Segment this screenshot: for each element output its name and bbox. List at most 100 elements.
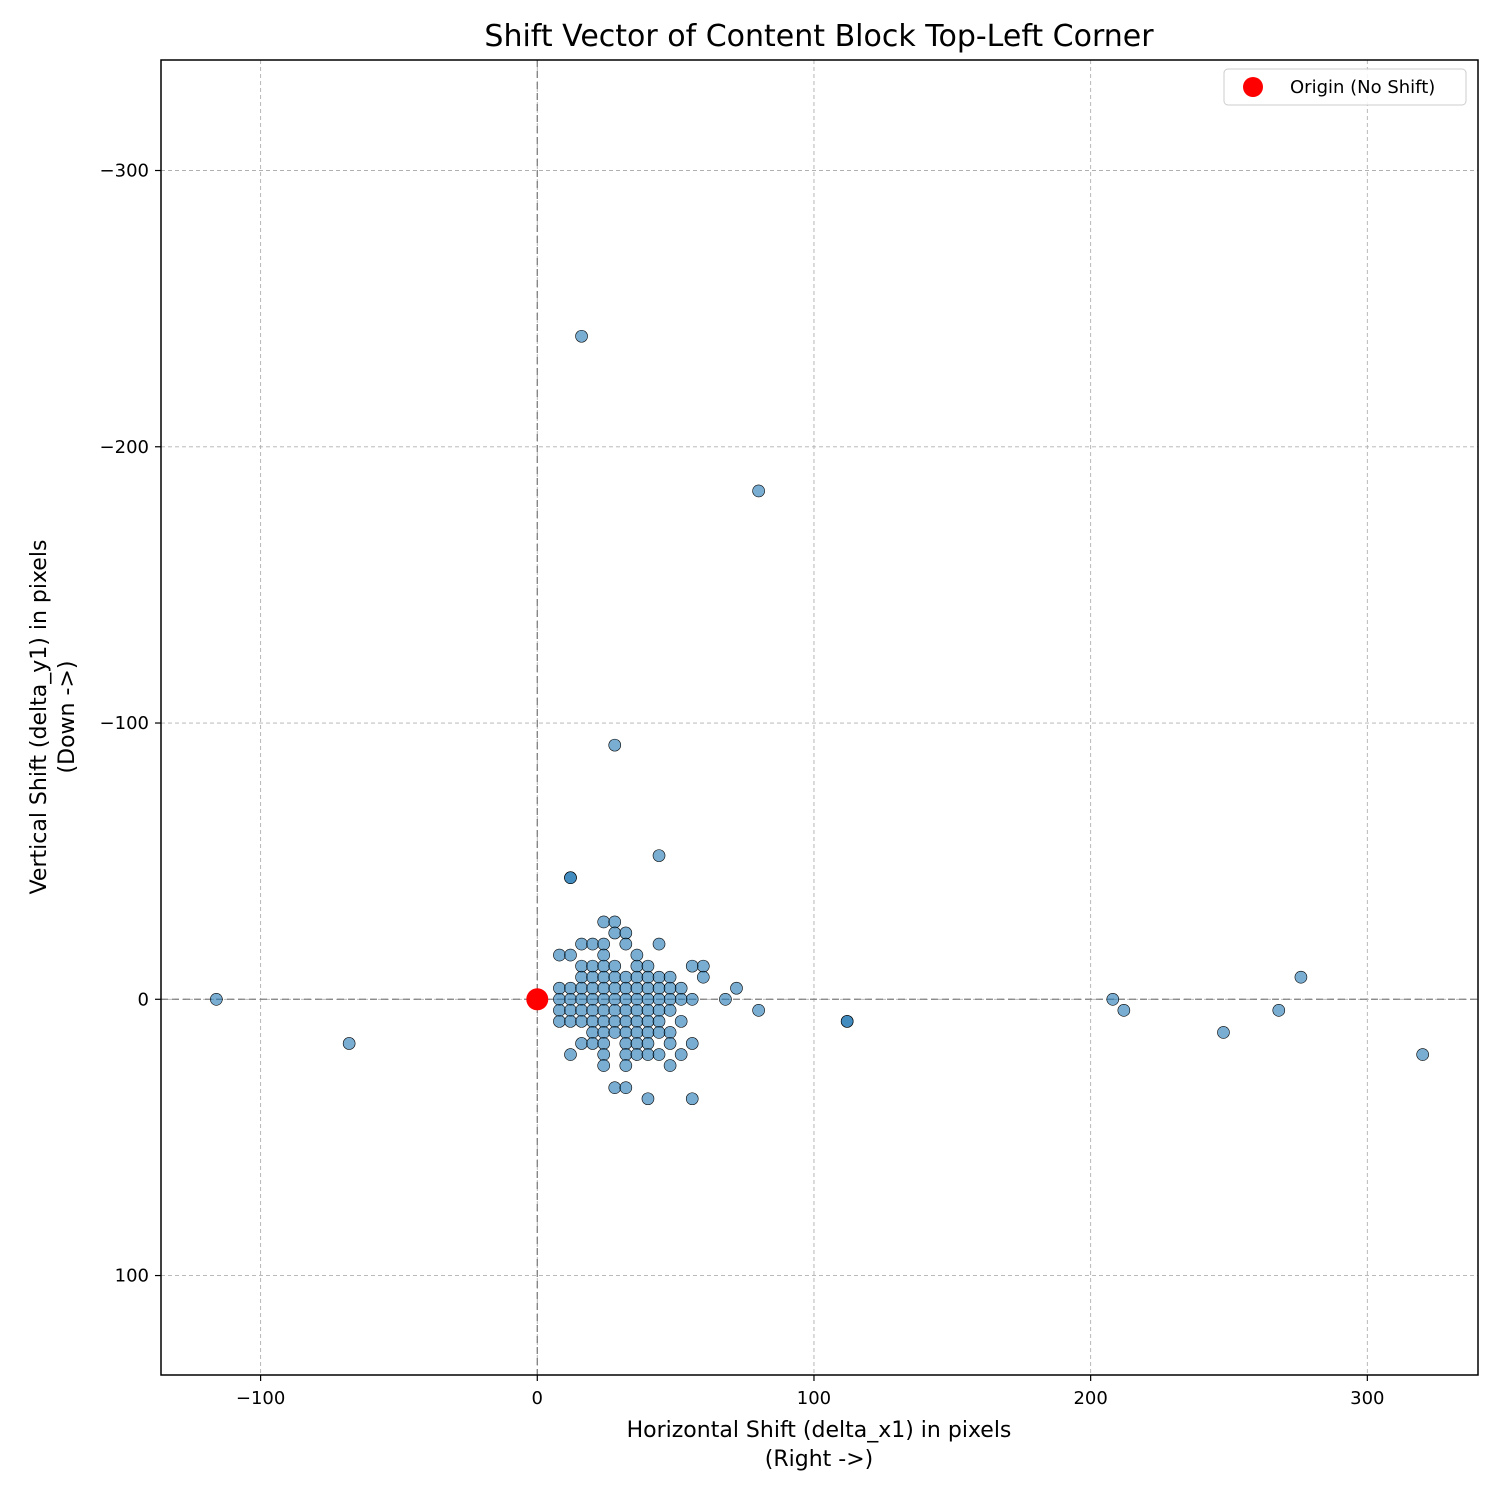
data-point-113	[652, 1048, 666, 1061]
data-point-2	[575, 329, 588, 343]
data-point-3	[752, 484, 765, 498]
data-point-80	[564, 1015, 577, 1028]
x-tick-label-2: 100	[797, 1388, 831, 1409]
data-point-106	[663, 1037, 677, 1050]
y-axis-ticks: −300 −200 −100 0 100	[100, 161, 161, 1287]
data-point-100	[575, 1037, 588, 1050]
data-point-83	[597, 1015, 610, 1028]
data-point-58	[608, 992, 622, 1006]
data-point-85	[619, 1015, 633, 1028]
data-point-17	[553, 948, 566, 962]
data-point-111	[630, 1048, 644, 1061]
data-point-49	[663, 981, 677, 995]
data-point-36	[652, 970, 666, 984]
data-point-109	[597, 1048, 610, 1061]
data-point-94	[608, 1026, 622, 1039]
data-point-56	[586, 992, 599, 1006]
data-point-81	[575, 1015, 588, 1028]
data-point-40	[564, 981, 577, 995]
data-point-31	[597, 970, 610, 984]
legend: Origin (No Shift)	[1223, 68, 1467, 106]
data-point-93	[597, 1026, 610, 1039]
data-point-41	[575, 981, 588, 995]
legend-box	[1223, 68, 1467, 106]
data-point-127	[1416, 1048, 1429, 1061]
chart-title: Shift Vector of Content Block Top-Left C…	[484, 19, 1154, 54]
data-point-87	[641, 1015, 655, 1028]
x-tick-label-4: 300	[1350, 1388, 1384, 1409]
x-axis-label-line2: (Right ->)	[765, 1447, 873, 1472]
data-point-65	[685, 992, 699, 1006]
data-point-21	[575, 959, 588, 973]
data-point-118	[608, 1081, 622, 1094]
x-axis-ticks: −100 0 100 200 300	[236, 1375, 1385, 1409]
data-point-45	[619, 981, 633, 995]
data-point-99	[663, 1026, 677, 1039]
data-point-35	[641, 970, 655, 984]
data-point-14	[597, 937, 610, 951]
data-point-112	[641, 1048, 655, 1061]
data-point-50	[674, 981, 688, 995]
legend-label-origin: Origin (No Shift)	[1290, 77, 1435, 98]
data-point-30	[586, 970, 599, 984]
data-point-51	[730, 981, 743, 995]
x-tick-label-0: −100	[236, 1388, 285, 1409]
data-point-10	[608, 926, 622, 940]
data-point-60	[630, 992, 644, 1006]
data-point-23	[597, 959, 610, 973]
data-point-42	[586, 981, 599, 995]
data-point-28	[696, 959, 710, 973]
origin-point	[526, 988, 549, 1011]
data-point-105	[641, 1037, 655, 1050]
data-point-117	[663, 1059, 677, 1072]
data-point-101	[586, 1037, 599, 1050]
data-point-95	[619, 1026, 633, 1039]
data-point-33	[619, 970, 633, 984]
data-point-121	[685, 1092, 699, 1106]
data-point-26	[641, 959, 655, 973]
data-point-73	[619, 1004, 633, 1017]
data-point-66	[719, 992, 732, 1006]
data-point-116	[619, 1059, 633, 1072]
data-point-37	[663, 970, 677, 984]
data-point-119	[619, 1081, 633, 1094]
data-point-15	[619, 937, 633, 951]
data-point-69	[575, 1004, 588, 1017]
data-point-55	[575, 992, 588, 1006]
data-point-38	[696, 970, 710, 984]
y-tick-label-0: −300	[100, 161, 149, 182]
data-point-82	[586, 1015, 599, 1028]
data-point-1	[342, 1037, 356, 1050]
data-point-63	[663, 992, 677, 1006]
data-point-78	[752, 1004, 765, 1017]
data-point-96	[630, 1026, 644, 1039]
data-point-4	[608, 738, 622, 752]
y-tick-label-4: 100	[115, 1266, 149, 1287]
data-point-32	[608, 970, 622, 984]
data-point-25	[630, 959, 644, 973]
data-point-68	[564, 1004, 577, 1017]
data-point-19	[597, 948, 610, 962]
data-point-72	[608, 1004, 622, 1017]
x-axis-label-line1: Horizontal Shift (delta_x1) in pixels	[627, 1418, 1012, 1443]
data-point-102	[597, 1037, 610, 1050]
data-point-27	[685, 959, 699, 973]
data-point-59	[619, 992, 633, 1006]
data-point-9	[608, 915, 622, 929]
data-point-120	[641, 1092, 655, 1106]
data-point-43	[597, 981, 610, 995]
data-point-114	[674, 1048, 688, 1061]
data-point-108	[564, 1048, 577, 1061]
data-point-75	[641, 1004, 655, 1017]
data-point-47	[641, 981, 655, 995]
data-point-53	[553, 992, 566, 1006]
data-point-125	[1272, 1004, 1286, 1017]
data-point-123	[1117, 1004, 1131, 1017]
data-point-98	[652, 1026, 666, 1039]
data-point-110	[619, 1048, 633, 1061]
data-point-76	[652, 1004, 666, 1017]
y-tick-label-1: −200	[100, 437, 149, 458]
data-point-84	[608, 1015, 622, 1028]
data-point-79	[553, 1015, 566, 1028]
data-point-107	[685, 1037, 699, 1050]
